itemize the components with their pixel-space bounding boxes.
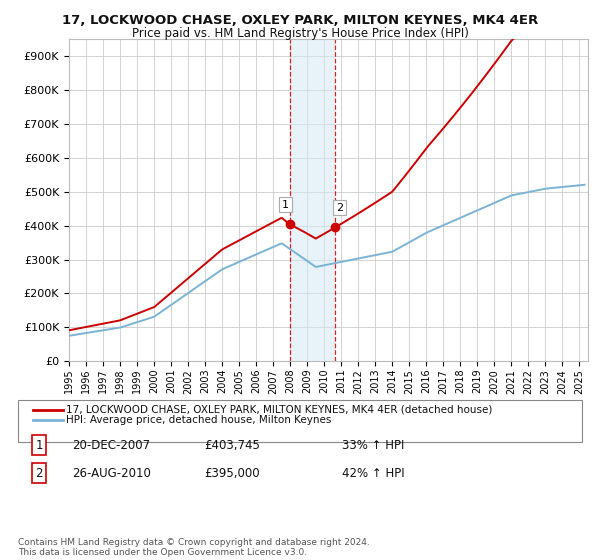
Text: 33% ↑ HPI: 33% ↑ HPI: [342, 438, 404, 452]
Text: 1: 1: [35, 438, 43, 452]
Text: 17, LOCKWOOD CHASE, OXLEY PARK, MILTON KEYNES, MK4 4ER (detached house): 17, LOCKWOOD CHASE, OXLEY PARK, MILTON K…: [66, 405, 493, 415]
Text: 1: 1: [282, 200, 289, 209]
Text: 17, LOCKWOOD CHASE, OXLEY PARK, MILTON KEYNES, MK4 4ER: 17, LOCKWOOD CHASE, OXLEY PARK, MILTON K…: [62, 14, 538, 27]
Bar: [290, 39, 335, 361]
Text: 42% ↑ HPI: 42% ↑ HPI: [342, 466, 404, 480]
Text: £395,000: £395,000: [204, 466, 260, 480]
Text: 2: 2: [336, 203, 343, 213]
Text: 26-AUG-2010: 26-AUG-2010: [72, 466, 151, 480]
Text: Price paid vs. HM Land Registry's House Price Index (HPI): Price paid vs. HM Land Registry's House …: [131, 27, 469, 40]
Text: HPI: Average price, detached house, Milton Keynes: HPI: Average price, detached house, Milt…: [66, 415, 331, 425]
Text: Contains HM Land Registry data © Crown copyright and database right 2024.
This d: Contains HM Land Registry data © Crown c…: [18, 538, 370, 557]
Text: 2: 2: [35, 466, 43, 480]
Text: 20-DEC-2007: 20-DEC-2007: [72, 438, 150, 452]
Text: £403,745: £403,745: [204, 438, 260, 452]
